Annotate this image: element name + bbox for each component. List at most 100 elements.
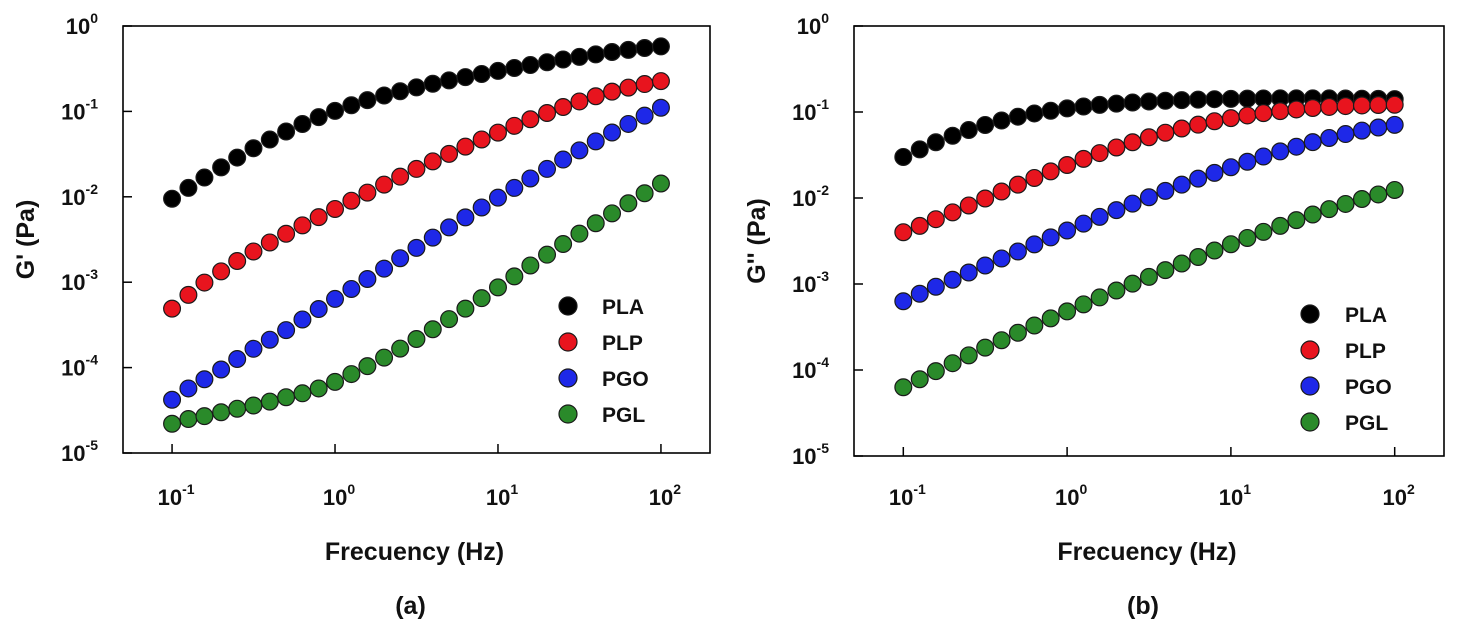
- data-point: [277, 122, 296, 141]
- data-point: [472, 198, 491, 217]
- data-point: [1205, 241, 1224, 260]
- data-point: [212, 360, 231, 379]
- data-point: [260, 233, 279, 252]
- data-point: [538, 159, 557, 178]
- data-point: [1058, 99, 1077, 118]
- data-point: [293, 114, 312, 133]
- data-point: [456, 208, 475, 227]
- data-point: [619, 40, 638, 59]
- data-point: [260, 130, 279, 149]
- data-point: [538, 103, 557, 122]
- data-point: [1320, 128, 1339, 147]
- data-point: [910, 284, 929, 303]
- data-point: [456, 137, 475, 156]
- x-tick-label: 101: [486, 481, 518, 510]
- legend-label-pgo: PGO: [1345, 376, 1392, 399]
- data-point: [1369, 118, 1388, 137]
- data-point: [1041, 228, 1060, 247]
- data-point: [1107, 138, 1126, 157]
- data-point: [1107, 201, 1126, 220]
- series-pgl: [894, 180, 1404, 397]
- data-point: [1254, 147, 1273, 166]
- data-point: [375, 259, 394, 278]
- data-point: [391, 82, 410, 101]
- x-tick-label: 102: [1383, 481, 1415, 510]
- legend-marker-pgo: [558, 368, 578, 388]
- data-point: [326, 372, 345, 391]
- data-point: [244, 396, 263, 415]
- data-point: [554, 98, 573, 117]
- data-point: [1221, 158, 1240, 177]
- data-point: [277, 224, 296, 243]
- data-point: [407, 159, 426, 178]
- panel-label: (b): [1127, 592, 1159, 620]
- data-point: [1058, 302, 1077, 321]
- data-point: [1041, 162, 1060, 181]
- y-tick-label: 10-1: [792, 96, 829, 125]
- data-point: [1303, 133, 1322, 152]
- legend-marker-pgl: [558, 404, 578, 424]
- data-point: [1058, 221, 1077, 240]
- data-point: [1123, 93, 1142, 112]
- data-point: [228, 350, 247, 369]
- data-point: [342, 279, 361, 298]
- data-point: [1172, 254, 1191, 273]
- data-point: [651, 37, 670, 56]
- data-point: [212, 262, 231, 281]
- data-point: [959, 121, 978, 140]
- x-axis-title: Frecuency (Hz): [1057, 538, 1236, 566]
- data-point: [586, 45, 605, 64]
- legend-label-plp: PLP: [602, 332, 643, 355]
- data-point: [1156, 181, 1175, 200]
- data-point: [894, 147, 913, 166]
- data-point: [1385, 95, 1404, 114]
- legend-marker-pla: [1300, 304, 1320, 324]
- data-point: [992, 182, 1011, 201]
- data-point: [1025, 104, 1044, 123]
- data-point: [943, 354, 962, 373]
- data-point: [1139, 267, 1158, 286]
- data-point: [179, 178, 198, 197]
- data-point: [1025, 316, 1044, 335]
- data-point: [586, 214, 605, 233]
- data-point: [1221, 235, 1240, 254]
- data-point: [391, 249, 410, 268]
- data-point: [1254, 222, 1273, 241]
- data-point: [277, 321, 296, 340]
- data-point: [440, 144, 459, 163]
- data-point: [440, 71, 459, 90]
- chart-panel-b: 10-5 10-4 10-3 10-2 10-1 100 10-1 100 101 102 Frec…: [743, 10, 1445, 620]
- y-axis-title: G'' (Pa): [743, 198, 771, 284]
- data-point: [619, 114, 638, 133]
- data-point: [391, 167, 410, 186]
- x-tick-label: 100: [1055, 481, 1087, 510]
- data-point: [1238, 228, 1257, 247]
- data-point: [992, 249, 1011, 268]
- x-tick-label: 101: [1219, 481, 1251, 510]
- data-point: [635, 184, 654, 203]
- data-point: [635, 39, 654, 58]
- y-tick-label: 10-5: [792, 440, 829, 469]
- series-pgl: [163, 174, 670, 433]
- data-point: [309, 208, 328, 227]
- data-point: [1074, 295, 1093, 314]
- data-point: [1271, 216, 1290, 235]
- data-point: [910, 370, 929, 389]
- data-point: [1352, 96, 1371, 115]
- data-point: [1189, 90, 1208, 109]
- data-point: [635, 75, 654, 94]
- data-point: [1090, 288, 1109, 307]
- data-point: [228, 399, 247, 418]
- legend-label-pgl: PGL: [602, 404, 645, 427]
- data-point: [1336, 125, 1355, 144]
- data-point: [163, 390, 182, 409]
- data-point: [1123, 194, 1142, 213]
- data-point: [570, 141, 589, 160]
- plot-frame: [122, 25, 711, 454]
- data-point: [260, 392, 279, 411]
- data-point: [1074, 214, 1093, 233]
- data-point: [570, 47, 589, 66]
- data-point: [472, 64, 491, 83]
- data-point: [1254, 104, 1273, 123]
- data-point: [926, 362, 945, 381]
